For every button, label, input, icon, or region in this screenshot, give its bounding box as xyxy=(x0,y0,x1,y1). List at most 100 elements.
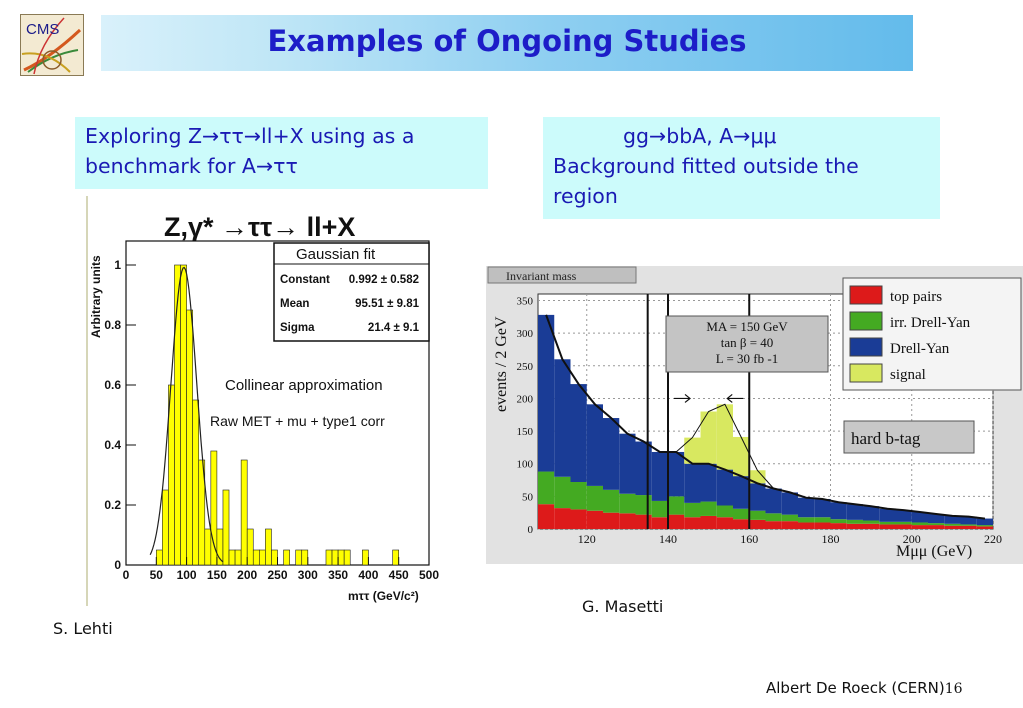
left-x-tick-label: 450 xyxy=(389,568,409,582)
stack-bar-irr-drell-yan xyxy=(928,523,945,526)
stack-bar-irr-drell-yan xyxy=(911,522,928,526)
left-y-tick-label: 0.8 xyxy=(104,318,121,332)
histogram-bar xyxy=(295,549,303,566)
stack-bar-top-pairs xyxy=(684,517,701,529)
left-y-tick-label: 0.6 xyxy=(104,378,121,392)
stack-bar-irr-drell-yan xyxy=(765,513,782,522)
window-arrow-left xyxy=(726,393,744,403)
stack-bar-irr-drell-yan xyxy=(879,521,896,525)
stack-bar-top-pairs xyxy=(586,510,603,529)
left-x-tick-label: 400 xyxy=(358,568,378,582)
left-x-tick-label: 0 xyxy=(123,568,130,582)
right-y-tick-label: 0 xyxy=(528,524,534,536)
left-histogram-figure: Z,γ* →ττ→ ll+X Arbitrary units mττ (GeV/… xyxy=(86,196,448,606)
right-y-tick-label: 350 xyxy=(517,296,534,308)
right-y-tick-label: 300 xyxy=(517,328,534,340)
histogram-bar xyxy=(343,549,351,566)
hard-btag-box: hard b-tag xyxy=(843,420,975,454)
histogram-bar xyxy=(192,399,200,566)
stack-bar-top-pairs xyxy=(830,523,847,529)
stack-bar-irr-drell-yan xyxy=(635,495,652,515)
stack-bar-drell-yan xyxy=(651,451,668,501)
stack-bar-drell-yan xyxy=(603,418,620,490)
credit-right: G. Masetti xyxy=(582,597,664,616)
right-chart-xlabel: Mμμ (GeV) xyxy=(896,543,972,560)
stack-bar-top-pairs xyxy=(895,524,912,529)
stack-bar-drell-yan xyxy=(635,441,652,496)
left-caption-box: Exploring Z→ττ→ll+X using as a benchmark… xyxy=(75,117,488,189)
left-caption-line-2: benchmark for A→ττ xyxy=(85,154,298,178)
right-caption-line-3: region xyxy=(553,184,618,208)
stack-bar-signal xyxy=(684,437,701,464)
stack-bar-top-pairs xyxy=(814,522,831,529)
right-x-tick-label: 140 xyxy=(659,532,677,546)
stack-bar-drell-yan xyxy=(619,433,636,494)
right-y-tick-label: 100 xyxy=(517,459,534,471)
stats-constant-label: Constant xyxy=(280,274,330,286)
stack-bar-irr-drell-yan xyxy=(863,520,880,524)
legend-swatch xyxy=(849,311,883,331)
stack-bar-drell-yan xyxy=(960,516,977,525)
stack-bar-top-pairs xyxy=(863,523,880,529)
stack-bar-irr-drell-yan xyxy=(651,500,668,518)
right-x-tick-label: 200 xyxy=(903,532,921,546)
stack-bar-irr-drell-yan xyxy=(895,521,912,525)
signal-fit-curve xyxy=(545,314,985,520)
histogram-bar xyxy=(180,264,187,566)
histogram-bar xyxy=(162,489,169,566)
footer-page-number: 16 xyxy=(944,681,963,697)
stack-bar-irr-drell-yan xyxy=(586,485,603,511)
left-y-tick-label: 0.2 xyxy=(104,498,121,512)
stats-sigma-value: 21.4 ± 9.1 xyxy=(368,322,420,334)
right-y-tick-label: 50 xyxy=(522,491,534,503)
left-caption-line-1: Exploring Z→ττ→ll+X using as a xyxy=(85,124,415,148)
stack-bar-top-pairs xyxy=(619,513,636,529)
right-caption-line-1: gg→bbA, A→μμ xyxy=(623,124,777,148)
stack-bar-drell-yan xyxy=(570,384,587,482)
right-x-tick-label: 220 xyxy=(984,532,1002,546)
stack-bar-top-pairs xyxy=(538,504,555,529)
parameters-box: MA = 150 GeV tan β = 40 L = 30 fb -1 xyxy=(665,315,829,373)
stack-bar-irr-drell-yan xyxy=(976,525,993,527)
stack-bar-irr-drell-yan xyxy=(830,519,847,524)
stack-bar-top-pairs xyxy=(570,509,587,529)
stack-bar-irr-drell-yan xyxy=(668,496,685,515)
left-annotation-collinear: Collinear approximation xyxy=(225,377,383,394)
stack-bar-top-pairs xyxy=(635,514,652,529)
stack-bar-top-pairs xyxy=(976,526,993,529)
histogram-bar xyxy=(174,264,181,566)
stack-bar-drell-yan xyxy=(846,504,863,520)
right-y-tick-label: 250 xyxy=(517,361,534,373)
stack-bar-drell-yan xyxy=(879,508,896,522)
stack-bar-drell-yan xyxy=(895,510,912,522)
right-y-tick-label: 200 xyxy=(517,393,534,405)
stack-bar-top-pairs xyxy=(960,525,977,529)
legend-label: top pairs xyxy=(890,289,942,305)
stats-mean-value: 95.51 ± 9.81 xyxy=(355,298,419,310)
left-x-tick-label: 200 xyxy=(237,568,257,582)
histogram-bar xyxy=(204,528,212,566)
stack-bar-irr-drell-yan xyxy=(554,476,571,509)
histogram-bar xyxy=(246,528,254,566)
stats-mean-label: Mean xyxy=(280,298,309,310)
left-y-tick-label: 0 xyxy=(114,558,121,572)
window-arrow-right xyxy=(674,393,691,403)
left-x-tick-label: 500 xyxy=(419,568,439,582)
stack-bar-top-pairs xyxy=(944,525,961,529)
stack-bar-irr-drell-yan xyxy=(716,505,733,518)
histogram-bar xyxy=(252,549,260,566)
stack-bar-irr-drell-yan xyxy=(960,524,977,526)
left-x-tick-label: 100 xyxy=(177,568,197,582)
stack-bar-irr-drell-yan xyxy=(749,510,766,520)
stack-bar-signal xyxy=(733,436,750,477)
stack-bar-irr-drell-yan xyxy=(603,489,620,513)
histogram-bar xyxy=(331,549,339,566)
stack-bar-drell-yan xyxy=(765,488,782,514)
stack-bar-top-pairs xyxy=(603,512,620,529)
stack-bar-top-pairs xyxy=(781,521,798,529)
histogram-bar xyxy=(283,549,290,566)
stack-bar-irr-drell-yan xyxy=(684,502,701,518)
stack-bar-drell-yan xyxy=(863,506,880,521)
stats-sigma-label: Sigma xyxy=(280,322,315,334)
stack-bar-irr-drell-yan xyxy=(733,508,750,520)
